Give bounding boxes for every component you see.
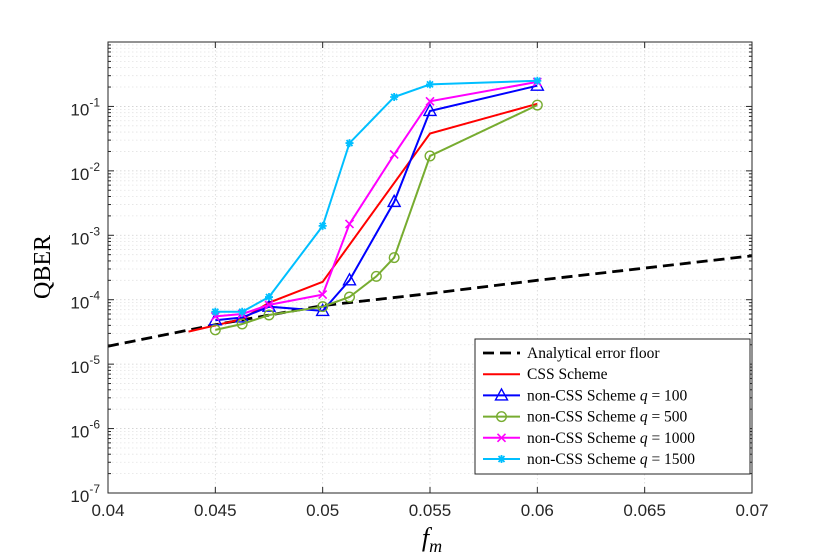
legend-marker xyxy=(496,433,507,443)
legend-label: non-CSS Scheme q = 1500 xyxy=(527,451,695,468)
data-point xyxy=(318,221,327,230)
data-point xyxy=(426,80,434,89)
data-point xyxy=(265,293,273,302)
legend: Analytical error floor CSS Scheme non-CSS … xyxy=(474,338,751,475)
data-point xyxy=(318,290,328,300)
legend-entry: non-CSS Scheme q = 100 xyxy=(483,387,688,404)
y-tick-label: 10-7 xyxy=(70,482,100,506)
legend-entry: Analytical error floor xyxy=(483,345,660,362)
series-line xyxy=(188,102,538,333)
data-point xyxy=(317,301,329,313)
data-point xyxy=(264,300,274,310)
series-line xyxy=(215,84,538,322)
legend-box xyxy=(474,338,751,475)
series-line xyxy=(215,80,538,318)
tick-labels: 0.04 0.045 0.05 0.055 0.06 0.065 0.07 10-7 10-6 1… xyxy=(70,95,768,520)
legend-label: CSS Scheme xyxy=(527,366,608,383)
data-point xyxy=(533,76,542,85)
x-tick-label: 0.05 xyxy=(306,501,339,520)
data-point xyxy=(236,318,248,330)
x-tick-label: 0.055 xyxy=(409,501,452,520)
legend-entry: CSS Scheme xyxy=(483,366,608,383)
legend-label: non-CSS Scheme q = 500 xyxy=(527,409,688,426)
data-point xyxy=(342,272,357,286)
legend-entry: non-CSS Scheme q = 1500 xyxy=(483,451,695,468)
ticks xyxy=(107,41,753,494)
x-tick-label: 0.07 xyxy=(735,501,768,520)
legend-marker xyxy=(496,411,508,423)
data-point xyxy=(344,291,356,303)
legend-marker xyxy=(494,387,509,401)
series-line xyxy=(215,104,538,331)
legend-label: non-CSS Scheme q = 1000 xyxy=(527,430,695,447)
legend-marker xyxy=(497,455,506,463)
y-tick-label: 10-2 xyxy=(70,160,100,184)
data-point xyxy=(389,149,399,159)
data-point xyxy=(386,193,402,208)
y-tick-label: 10-3 xyxy=(70,224,100,248)
series-line xyxy=(215,79,538,313)
series-1 xyxy=(188,102,538,333)
legend-label: Analytical error floor xyxy=(527,345,660,362)
y-axis-label: QBER xyxy=(30,235,56,299)
series-3 xyxy=(209,99,543,336)
data-point xyxy=(531,99,543,111)
legend-entry: non-CSS Scheme q = 1000 xyxy=(483,430,695,447)
series-layer xyxy=(107,76,753,348)
data-point xyxy=(422,103,438,117)
data-point xyxy=(370,270,382,282)
data-point xyxy=(345,139,354,148)
data-point xyxy=(390,93,399,102)
series-5 xyxy=(211,76,542,316)
data-point xyxy=(425,96,435,106)
y-tick-label: 10-6 xyxy=(70,418,100,442)
x-tick-label: 0.06 xyxy=(521,501,554,520)
x-tick-label: 0.04 xyxy=(91,501,124,520)
y-tick-label: 10-5 xyxy=(70,353,100,377)
x-axis-label: fm xyxy=(422,523,442,554)
data-point xyxy=(238,307,247,316)
legend-label: non-CSS Scheme q = 100 xyxy=(527,387,688,404)
x-tick-label: 0.045 xyxy=(194,501,237,520)
data-point xyxy=(209,324,221,336)
data-point xyxy=(424,150,436,162)
legend-entry: non-CSS Scheme q = 500 xyxy=(483,409,688,426)
y-tick-label: 10-4 xyxy=(70,289,100,313)
x-tick-label: 0.065 xyxy=(623,501,666,520)
data-point xyxy=(263,309,275,321)
data-point xyxy=(344,219,355,229)
data-point xyxy=(388,252,400,264)
data-point xyxy=(211,307,220,316)
y-tick-label: 10-1 xyxy=(70,95,100,119)
